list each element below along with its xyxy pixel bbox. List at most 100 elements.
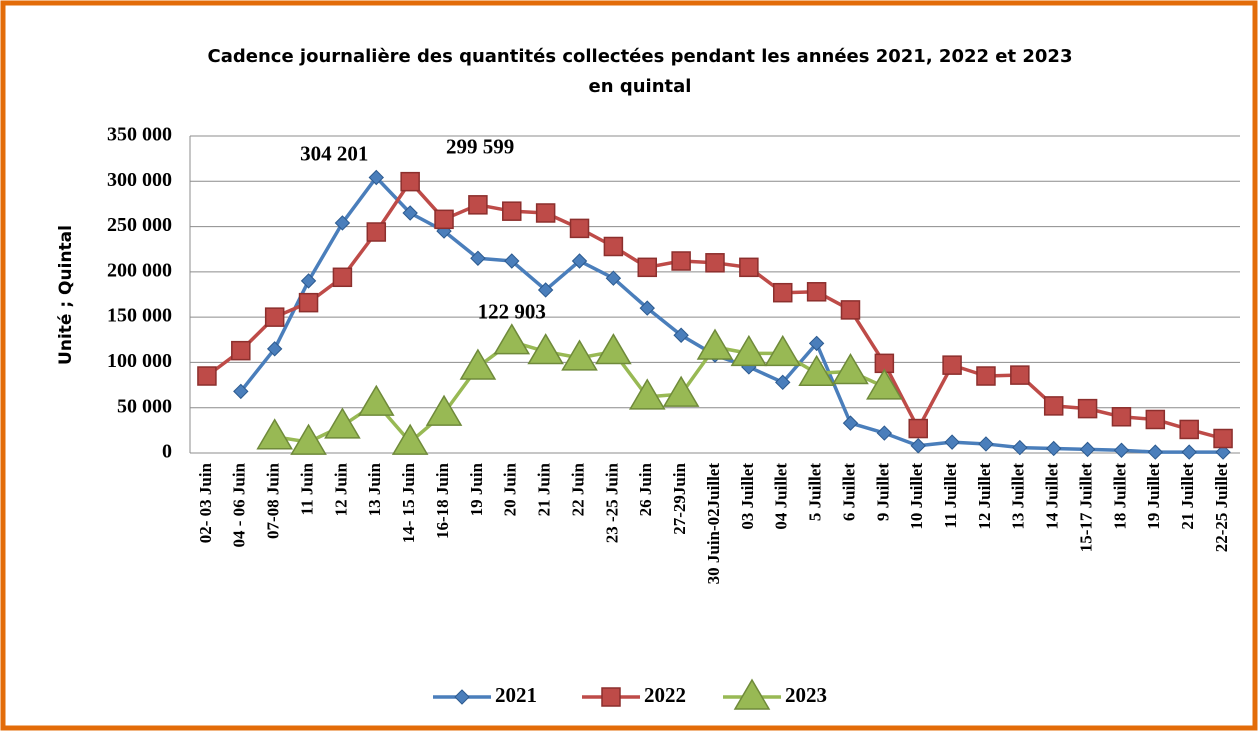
- y-tick-label: 200 000: [107, 259, 172, 281]
- marker: [468, 195, 488, 215]
- x-tick-label: 14- 15 Juin: [399, 462, 418, 543]
- marker: [535, 203, 556, 223]
- marker: [334, 215, 351, 231]
- x-tick-label: 10 Juillet: [907, 463, 926, 530]
- marker: [434, 209, 454, 230]
- marker: [978, 436, 994, 452]
- x-tick-label: 5 Juillet: [806, 463, 825, 521]
- marker: [775, 374, 791, 391]
- marker: [798, 354, 835, 387]
- x-tick-label: 19 Juillet: [1144, 463, 1163, 530]
- marker: [391, 423, 429, 455]
- chart-title: en quintal: [589, 76, 692, 97]
- marker: [231, 340, 251, 361]
- y-tick-label: 50 000: [117, 395, 172, 417]
- marker: [324, 407, 361, 439]
- y-tick-label: 150 000: [107, 305, 172, 327]
- x-tick-label: 26 Juin: [636, 462, 655, 516]
- marker: [504, 253, 520, 269]
- marker: [942, 355, 962, 375]
- marker: [298, 292, 319, 313]
- marker: [806, 282, 827, 302]
- x-tick-label: 04 Juillet: [772, 463, 791, 530]
- y-tick-label: 350 000: [107, 124, 172, 146]
- marker: [425, 394, 463, 426]
- marker: [764, 334, 802, 367]
- legend-marker: [733, 678, 771, 710]
- x-tick-label: 21 Juillet: [1178, 463, 1197, 530]
- x-tick-label: 14 Juillet: [1043, 463, 1062, 530]
- marker: [1113, 442, 1130, 458]
- marker: [605, 270, 622, 286]
- marker: [300, 273, 317, 289]
- x-tick-label: 9 Juillet: [873, 463, 892, 521]
- marker: [1213, 428, 1233, 449]
- x-tick-label: 15-17 Juillet: [1076, 463, 1095, 553]
- marker: [671, 251, 691, 271]
- legend-label: 2022: [644, 683, 686, 707]
- data-label: 122 903: [478, 299, 546, 323]
- x-tick-label: 6 Juillet: [839, 463, 858, 521]
- x-tick-label: 03 Juillet: [738, 463, 757, 530]
- marker: [1111, 407, 1132, 427]
- marker: [637, 257, 658, 278]
- data-label: 299 599: [446, 134, 514, 158]
- marker: [595, 333, 632, 365]
- marker: [1010, 365, 1030, 385]
- marker: [366, 222, 387, 242]
- x-tick-label: 12 Juin: [331, 462, 350, 516]
- x-tick-label: 27-29Juin: [670, 462, 689, 534]
- x-tick-label: 12 Juillet: [975, 463, 994, 530]
- marker: [840, 300, 861, 320]
- marker: [561, 339, 598, 371]
- marker: [662, 375, 700, 407]
- marker: [368, 169, 384, 186]
- legend-label: 2021: [495, 683, 537, 707]
- x-tick-label: 20 Juin: [501, 462, 520, 516]
- legend-label: 2023: [785, 683, 827, 707]
- marker: [739, 257, 759, 278]
- legend-marker: [454, 689, 470, 705]
- marker: [639, 300, 655, 316]
- chart-title: Cadence journalière des quantités collec…: [208, 46, 1073, 67]
- marker: [357, 384, 395, 416]
- x-tick-label: 04 - 06 Juin: [230, 462, 249, 547]
- marker: [402, 205, 418, 221]
- x-tick-label: 13 Juin: [365, 462, 384, 516]
- marker: [772, 282, 793, 303]
- marker: [571, 253, 588, 269]
- legend-marker: [601, 687, 621, 707]
- x-tick-label: 21 Juin: [535, 462, 554, 516]
- y-tick-label: 250 000: [107, 214, 172, 236]
- marker: [730, 334, 768, 367]
- x-tick-label: 30 Juin-02Juillet: [704, 463, 723, 585]
- marker: [1043, 396, 1064, 416]
- marker: [866, 368, 903, 400]
- marker: [876, 425, 893, 441]
- marker: [1147, 444, 1164, 460]
- x-tick-label: 19 Juin: [467, 462, 486, 516]
- marker: [1215, 444, 1231, 460]
- marker: [264, 307, 285, 327]
- marker: [628, 378, 666, 410]
- marker: [502, 201, 522, 221]
- marker: [290, 423, 327, 455]
- x-tick-label: 02- 03 Juin: [196, 462, 215, 543]
- marker: [1179, 419, 1199, 440]
- marker: [910, 438, 926, 454]
- x-tick-label: 18 Juillet: [1110, 463, 1129, 530]
- marker: [842, 415, 859, 431]
- x-tick-label: 22-25 Juillet: [1212, 463, 1231, 553]
- marker: [332, 267, 353, 288]
- marker: [832, 353, 869, 385]
- marker: [696, 328, 734, 360]
- marker: [908, 418, 928, 439]
- marker: [603, 236, 624, 257]
- x-tick-label: 11 Juillet: [941, 463, 960, 529]
- x-tick-label: 11 Juin: [297, 462, 316, 515]
- marker: [1046, 440, 1062, 457]
- marker: [976, 366, 996, 386]
- marker: [256, 418, 293, 450]
- marker: [197, 366, 217, 386]
